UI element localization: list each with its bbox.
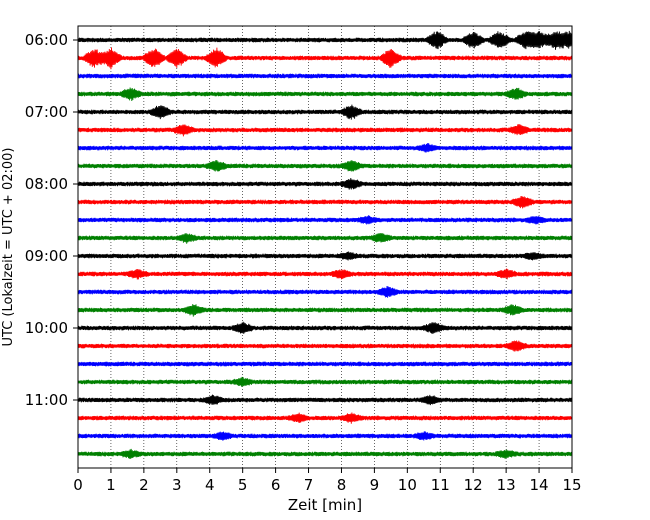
trace-line	[77, 143, 573, 153]
x-tick-label: 6	[271, 476, 281, 494]
y-tick-label: 06:00	[25, 31, 68, 49]
trace-line	[77, 412, 573, 424]
trace-line	[77, 160, 573, 172]
x-tick-label: 10	[398, 476, 417, 494]
trace-line	[77, 233, 573, 244]
x-tick-label: 12	[464, 476, 483, 494]
trace-line	[77, 47, 573, 70]
y-axis-ticks: 06:00 07:00 08:00 09:00 10:00 11:00	[25, 31, 78, 409]
x-tick-label: 11	[431, 476, 450, 494]
x-tick-label: 3	[172, 476, 182, 494]
x-tick-label: 8	[337, 476, 347, 494]
trace-line	[77, 87, 573, 102]
y-axis-label: UTC (Lokalzeit = UTC + 02:00)	[1, 148, 16, 347]
trace-line	[77, 104, 573, 120]
trace-line	[77, 304, 573, 317]
trace-line	[77, 30, 573, 50]
y-tick-label: 07:00	[25, 103, 68, 121]
y-tick-label: 10:00	[25, 319, 68, 337]
x-tick-label: 15	[562, 476, 581, 494]
x-axis-ticks: 0 1 2 3 4 5 6 7 8 9 10 11 12 13 14 15	[73, 468, 582, 494]
x-tick-label: 4	[205, 476, 215, 494]
y-tick-label: 08:00	[25, 175, 68, 193]
trace-line	[77, 215, 573, 225]
x-tick-label: 0	[73, 476, 83, 494]
trace-line	[77, 321, 573, 334]
trace-line	[77, 177, 573, 190]
y-tick-label: 11:00	[25, 391, 68, 409]
x-tick-label: 5	[238, 476, 248, 494]
x-tick-label: 1	[106, 476, 116, 494]
trace-line	[77, 124, 573, 137]
trace-line	[77, 431, 573, 441]
trace-line	[77, 448, 573, 459]
trace-line	[77, 268, 573, 280]
trace-line	[77, 376, 573, 387]
trace-line	[77, 340, 573, 352]
x-axis-label: Zeit [min]	[288, 496, 362, 514]
trace-line	[77, 394, 573, 406]
trace-line	[77, 361, 573, 367]
y-tick-label: 09:00	[25, 247, 68, 265]
x-tick-label: 2	[139, 476, 149, 494]
x-tick-label: 7	[304, 476, 314, 494]
x-tick-label: 9	[370, 476, 380, 494]
plot-frame	[77, 25, 573, 469]
seismic-traces	[77, 30, 573, 459]
trace-line	[77, 251, 573, 261]
x-tick-label: 13	[497, 476, 516, 494]
trace-line	[77, 285, 573, 298]
x-tick-label: 14	[530, 476, 549, 494]
trace-line	[77, 195, 573, 209]
trace-line	[77, 73, 573, 79]
